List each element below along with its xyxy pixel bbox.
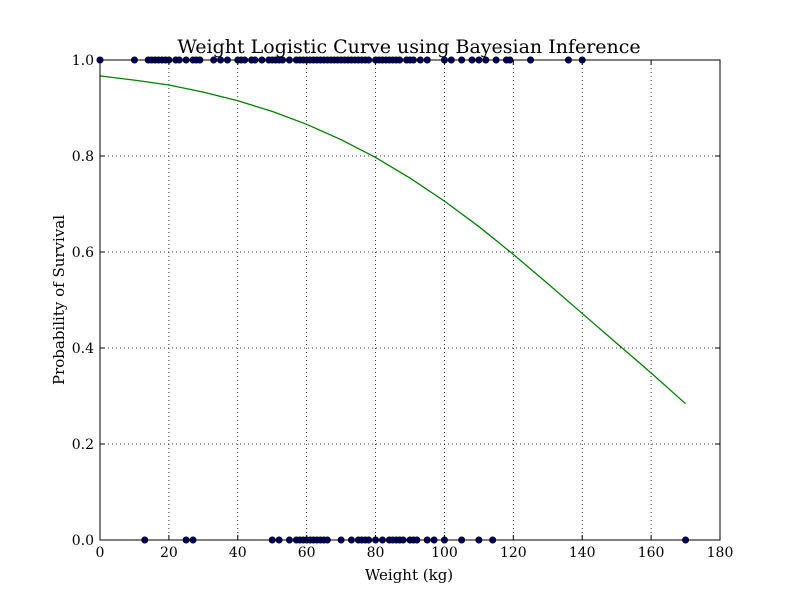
logistic-curve-line — [99, 75, 686, 405]
x-tick-label: 100 — [431, 545, 458, 561]
tick-label-layer: 0 20 40 60 80 100 120 140 160 180 0.0 0.2 0.4 0.6 0.8 1… — [72, 53, 734, 561]
chart-title: Weight Logistic Curve using Bayesian Inf… — [177, 36, 640, 58]
y-tick-label: 1.0 — [72, 53, 94, 69]
plot-frame — [99, 59, 721, 541]
y-tick-label: 0.6 — [72, 245, 94, 261]
x-tick-label: 0 — [96, 545, 105, 561]
y-tick-label: 0.2 — [72, 437, 94, 453]
tick-layer — [99, 59, 721, 541]
x-tick-label: 180 — [707, 545, 734, 561]
x-tick-label: 120 — [500, 545, 527, 561]
y-tick-label: 0.4 — [72, 341, 94, 357]
y-tick-label: 0.0 — [72, 533, 94, 549]
x-tick-label: 80 — [367, 545, 385, 561]
y-axis-title: Probability of Survival — [50, 215, 68, 385]
y-tick-label: 0.8 — [72, 149, 94, 165]
x-tick-label: 40 — [229, 545, 247, 561]
line-layer — [99, 75, 686, 405]
x-tick-label: 60 — [298, 545, 316, 561]
x-axis-title: Weight (kg) — [365, 566, 453, 584]
x-tick-label: 20 — [160, 545, 178, 561]
x-tick-label: 160 — [638, 545, 665, 561]
x-tick-label: 140 — [569, 545, 596, 561]
